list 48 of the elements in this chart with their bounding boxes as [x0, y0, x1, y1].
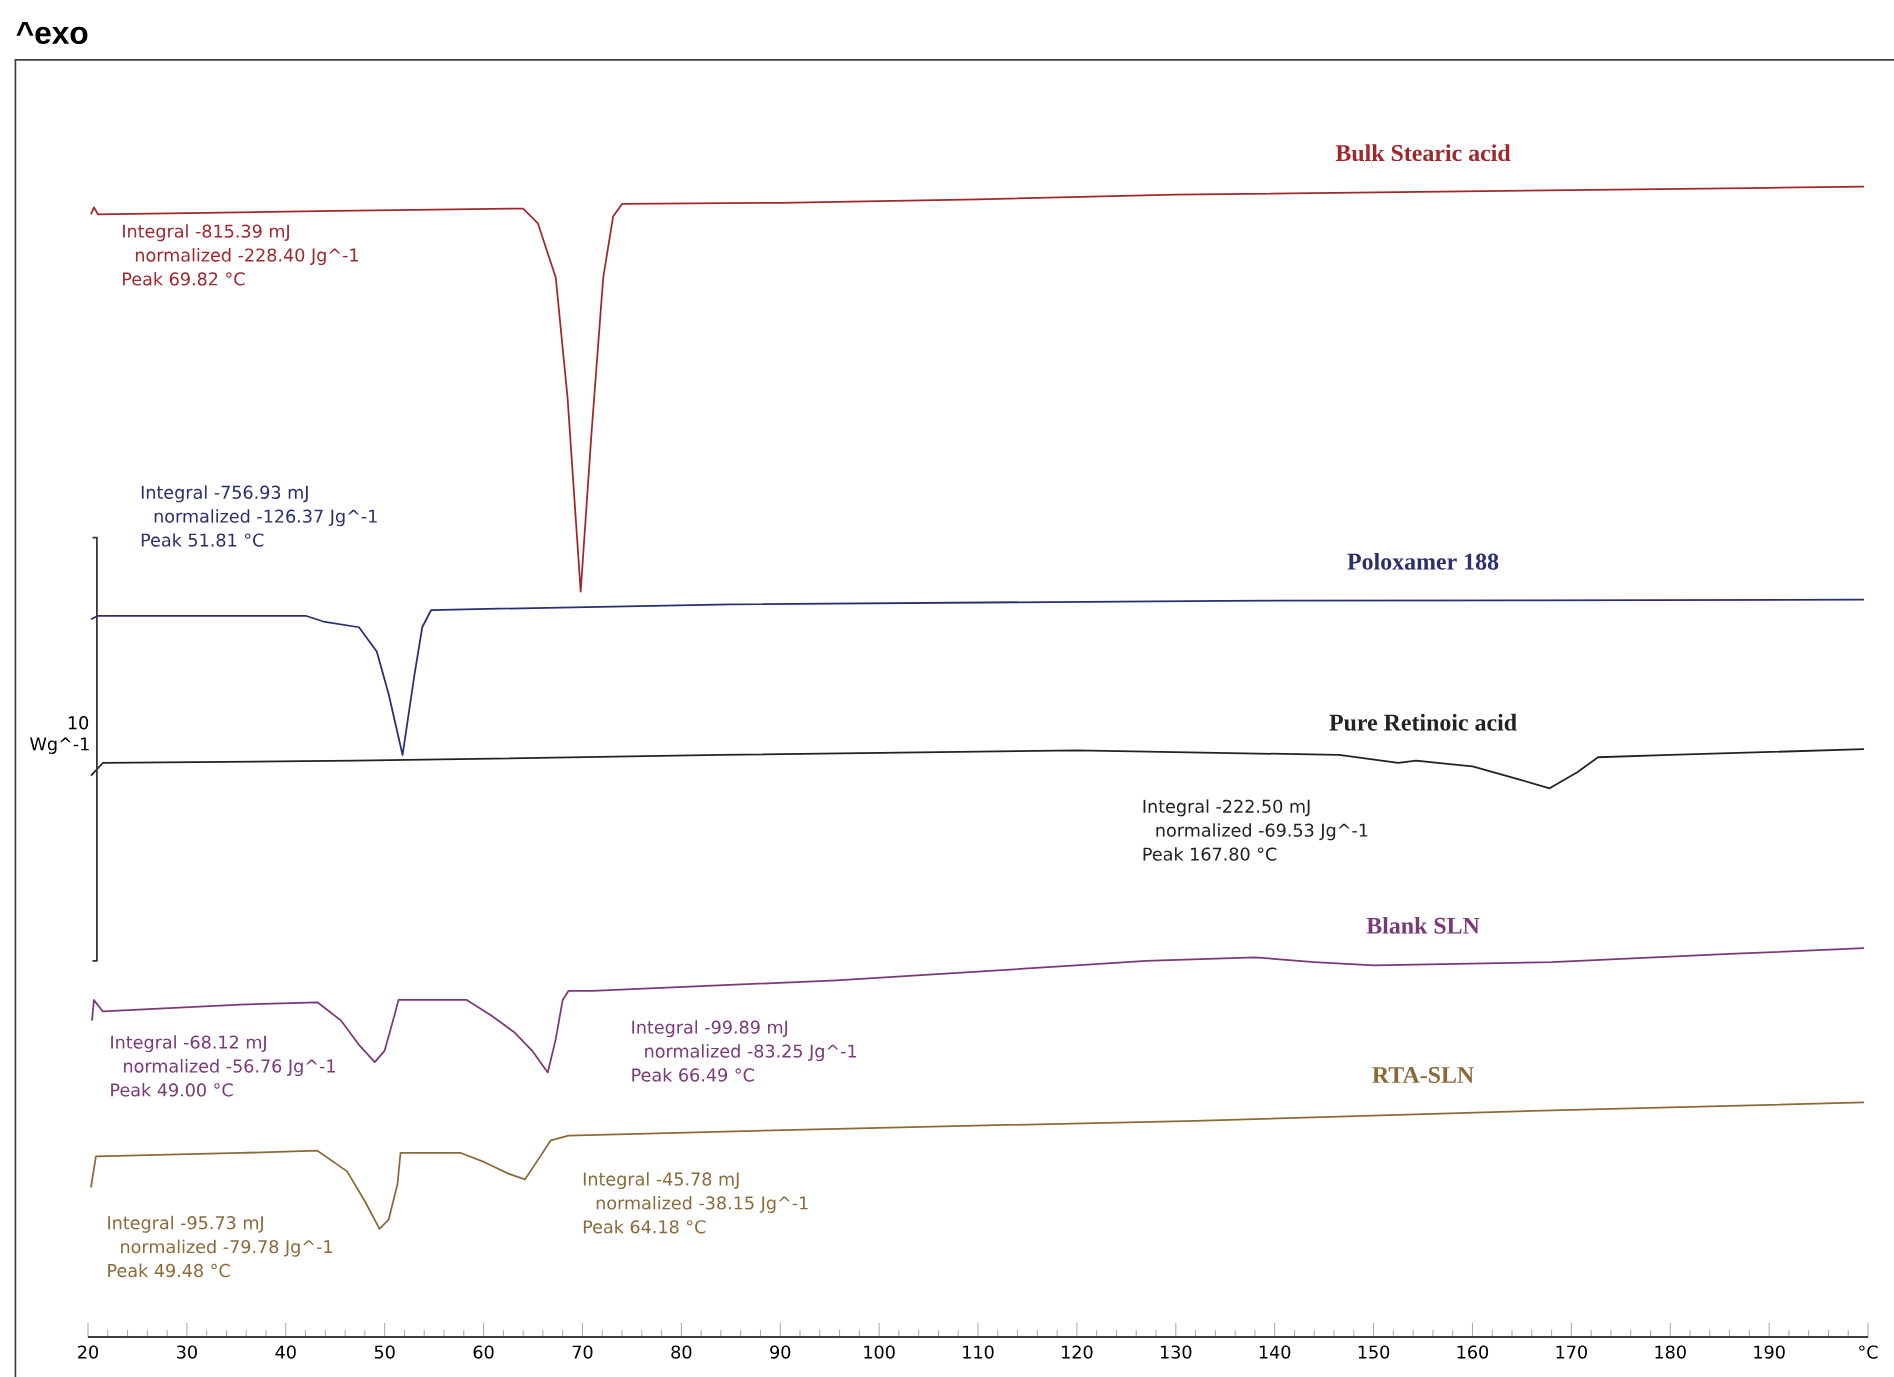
- chart-title: ^exo: [16, 21, 88, 45]
- annotation: Integral -815.39 mJ: [123, 224, 289, 242]
- x-tick-label: 170: [1556, 1345, 1587, 1359]
- x-tick-label: °C: [1859, 1345, 1878, 1359]
- x-tick-label: 20: [78, 1345, 99, 1359]
- x-tick-label: 70: [572, 1345, 593, 1359]
- annotation: normalized -69.53 Jg^-1: [1156, 823, 1368, 841]
- annotation: normalized -56.76 Jg^-1: [124, 1059, 335, 1077]
- x-tick-label: 40: [275, 1345, 296, 1359]
- series-label: Poloxamer 188: [1347, 552, 1499, 570]
- x-tick-label: 110: [963, 1345, 994, 1359]
- x-tick-label: 80: [671, 1345, 692, 1359]
- x-tick-label: 140: [1259, 1345, 1291, 1359]
- annotation: normalized -126.37 Jg^-1: [154, 509, 377, 527]
- annotation: normalized -38.15 Jg^-1: [596, 1195, 808, 1213]
- x-tick-label: 130: [1160, 1345, 1192, 1359]
- x-tick-label: 180: [1655, 1345, 1686, 1359]
- annotation: Integral -756.93 mJ: [141, 485, 308, 503]
- series-label: Blank SLN: [1366, 916, 1480, 934]
- annotation: Peak 69.82 °C: [123, 272, 245, 286]
- annotation: 10: [68, 716, 89, 730]
- series-label: Bulk Stearic acid: [1335, 144, 1511, 162]
- x-tick-label: 50: [374, 1345, 395, 1359]
- x-tick-label: 150: [1358, 1345, 1390, 1359]
- annotation: normalized -228.40 Jg^-1: [135, 248, 358, 266]
- annotation: Peak 66.49 °C: [632, 1068, 754, 1082]
- annotation: Integral -99.89 mJ: [632, 1020, 788, 1038]
- annotation: Wg^-1: [30, 737, 89, 754]
- x-tick-label: 90: [770, 1345, 791, 1359]
- series-label: Pure Retinoic acid: [1329, 713, 1517, 731]
- annotation: Integral -68.12 mJ: [111, 1035, 266, 1053]
- series-label: RTA-SLN: [1372, 1067, 1474, 1084]
- annotation: Peak 49.00 °C: [111, 1082, 233, 1097]
- x-tick-label: 30: [177, 1345, 197, 1359]
- x-tick-label: 160: [1457, 1345, 1489, 1359]
- annotation: Peak 49.48 °C: [108, 1263, 230, 1278]
- annotation: normalized -83.25 Jg^-1: [645, 1044, 857, 1062]
- x-tick-label: 120: [1062, 1345, 1093, 1359]
- annotation: Integral -222.50 mJ: [1143, 799, 1310, 817]
- annotation: Peak 64.18 °C: [583, 1219, 706, 1234]
- annotation: normalized -79.78 Jg^-1: [121, 1239, 332, 1257]
- x-tick-label: 100: [864, 1345, 895, 1359]
- annotation: Peak 167.80 °C: [1143, 847, 1277, 861]
- x-tick-label: 190: [1754, 1345, 1785, 1359]
- annotation: Integral -45.78 mJ: [583, 1172, 739, 1190]
- annotation: Integral -95.73 mJ: [108, 1215, 263, 1233]
- annotation: Peak 51.81 °C: [141, 533, 264, 547]
- x-tick-label: 60: [473, 1345, 494, 1359]
